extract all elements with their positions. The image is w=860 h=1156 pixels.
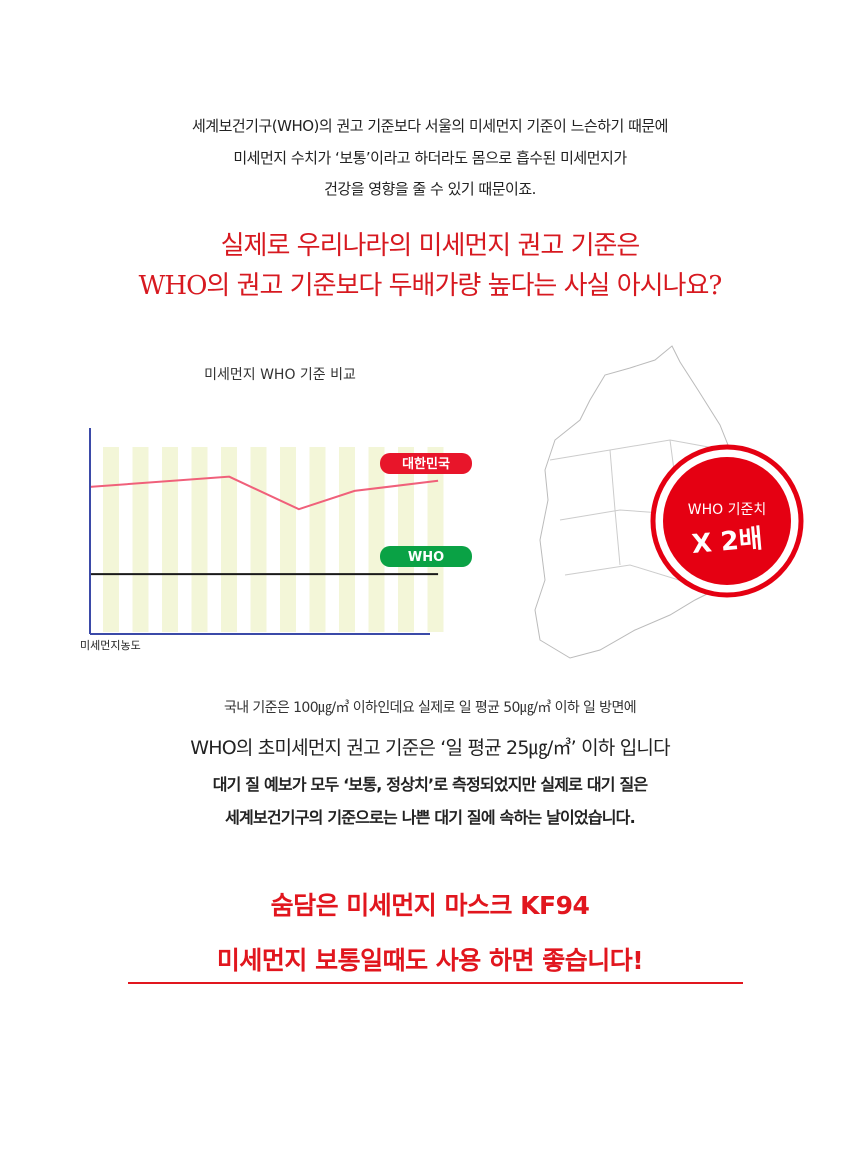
grid-stripe	[250, 447, 267, 632]
body-line: 세계보건기구의 기준으로는 나쁜 대기 질에 속하는 날이었습니다.	[225, 808, 636, 827]
grid-stripe	[221, 447, 237, 632]
series-line	[89, 475, 439, 511]
grid-stripe	[368, 447, 385, 632]
intro-line: 세계보건기구(WHO)의 권고 기준보다 서울의 미세먼지 기준이 느슨하기 때…	[191, 117, 669, 135]
badge	[663, 457, 791, 585]
badge-line1: WHO 기준치	[688, 502, 766, 518]
grid-stripe	[162, 447, 178, 632]
body-line: 대기 질 예보가 모두 ‘보통, 정상치’로 측정되었지만 실제로 대기 질은	[212, 775, 648, 794]
legend-pill	[380, 453, 472, 474]
legend-label: 대한민국	[402, 456, 450, 472]
cta-line: 숨담은 미세먼지 마스크 KF94	[270, 891, 590, 920]
intro-line: 건강을 영향을 줄 수 있기 때문이죠.	[324, 180, 536, 198]
intro-line: 미세먼지 수치가 ‘보통’이라고 하더라도 몸으로 흡수된 미세먼지가	[233, 149, 627, 167]
grid-stripe	[191, 447, 208, 632]
comparison-chart: 미세먼지 WHO 기준 비교 대한민국 WHO 미세먼지농도	[80, 367, 472, 652]
cta-line: 미세먼지 보통일때도 사용 하면 좋습니다!	[216, 946, 644, 975]
body-line: WHO의 초미세먼지 권고 기준은 ‘일 평균 25㎍/㎥’ 이하 입니다	[190, 737, 670, 759]
grid-stripe	[309, 447, 326, 632]
body-line: 국내 기준은 100㎍/㎥ 이하인데요 실제로 일 평균 50㎍/㎥ 이하 일 …	[223, 700, 637, 716]
grid-stripe	[280, 447, 296, 632]
grid-stripe	[339, 447, 355, 632]
grid-stripe	[132, 447, 149, 632]
legend-pill	[380, 546, 472, 567]
y-axis-label: 미세먼지농도	[80, 639, 141, 652]
grid-stripe	[398, 447, 414, 632]
legend-label: WHO	[408, 550, 444, 565]
grid-stripe	[103, 447, 119, 632]
chart-title: 미세먼지 WHO 기준 비교	[204, 367, 356, 383]
grid-stripe	[427, 447, 444, 632]
cta-underline	[128, 982, 743, 984]
badge-line2: X 2배	[690, 524, 763, 560]
korea-map: WHO 기준치 X 2배	[534, 345, 804, 659]
headline: WHO의 권고 기준보다 두배가량 높다는 사실 아시나요?	[138, 271, 723, 301]
headline: 실제로 우리나라의 미세먼지 권고 기준은	[220, 231, 641, 261]
